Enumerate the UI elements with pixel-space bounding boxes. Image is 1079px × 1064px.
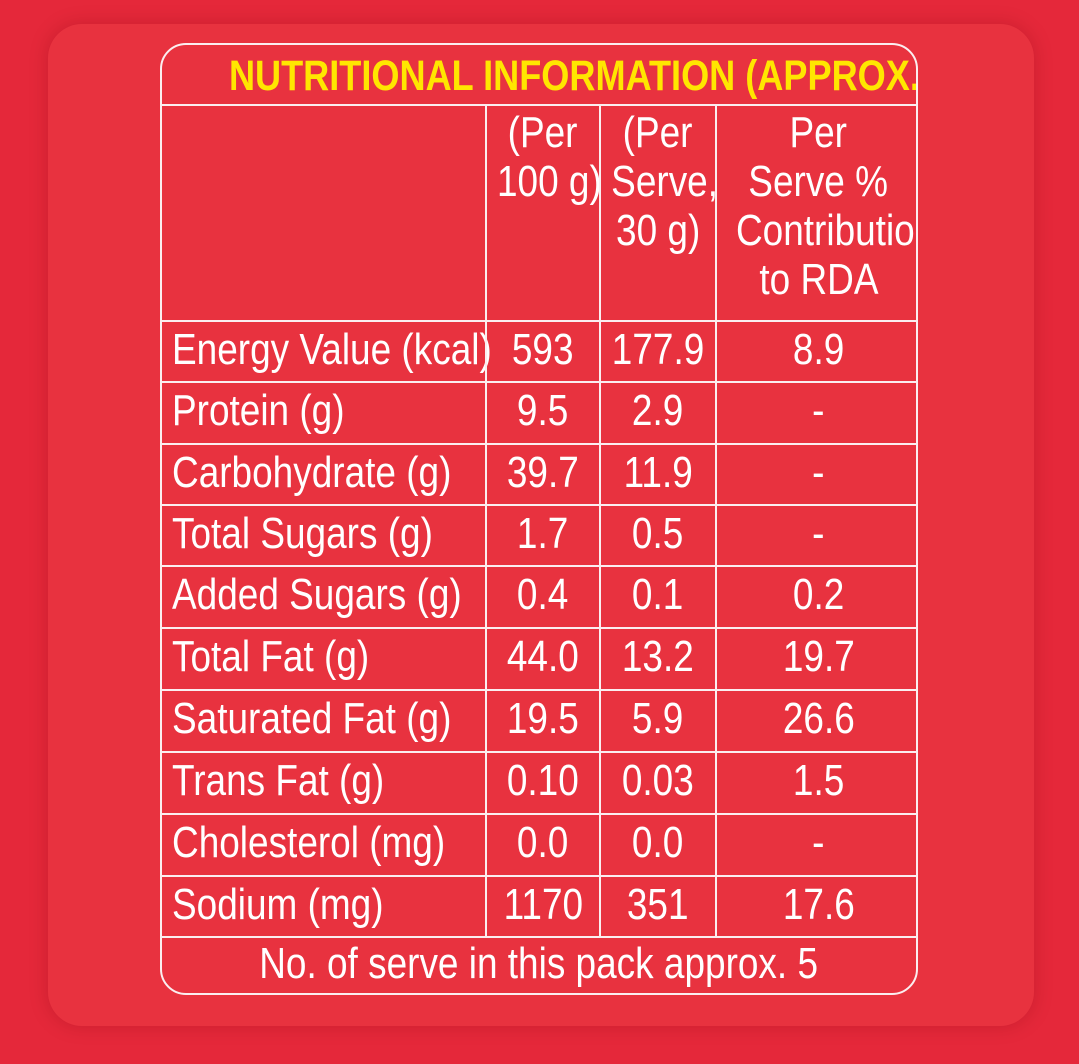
nutrient-name: Energy Value (kcal) bbox=[172, 325, 492, 374]
label-panel bbox=[48, 24, 1034, 1026]
value-rda-percent: - bbox=[715, 813, 916, 875]
header-per-serve: (Per Serve, 30 g) bbox=[599, 104, 718, 320]
value-per-100g: 19.5 bbox=[485, 689, 599, 751]
nutrient-name: Saturated Fat (g) bbox=[172, 694, 452, 743]
nutrient-name: Sodium (mg) bbox=[172, 880, 384, 929]
value-rda-percent: - bbox=[715, 504, 916, 565]
value-per-serve: 0.5 bbox=[599, 504, 715, 565]
value-per-serve: 177.9 bbox=[599, 320, 715, 381]
value-per-serve: 5.9 bbox=[599, 689, 715, 751]
value-per-serve: 2.9 bbox=[599, 381, 715, 443]
table-row: Cholesterol (mg) 0.0 0.0- bbox=[162, 813, 916, 877]
value-per-serve: 11.9 bbox=[599, 443, 715, 504]
value-per-100g: 593 bbox=[485, 320, 599, 381]
nutrient-name: Protein (g) bbox=[172, 386, 345, 435]
value-per-100g: 1170 bbox=[485, 875, 599, 936]
value-per-serve: 0.0 bbox=[599, 813, 715, 875]
servings-note: No. of serve in this pack approx. 5 bbox=[259, 939, 819, 988]
table-row: Protein (g) 9.5 2.9- bbox=[162, 381, 916, 445]
value-rda-percent: 8.9 bbox=[715, 320, 916, 381]
nutrient-name: Total Fat (g) bbox=[172, 632, 370, 681]
nutrient-name: Carbohydrate (g) bbox=[172, 448, 452, 497]
value-per-serve: 0.1 bbox=[599, 565, 715, 627]
nutrient-name: Total Sugars (g) bbox=[172, 509, 433, 558]
nutrition-table: NUTRITIONAL INFORMATION (APPROX.) (Per 10… bbox=[160, 43, 918, 995]
value-rda-percent: 0.2 bbox=[715, 565, 916, 627]
header-per-100g: (Per 100 g) bbox=[485, 104, 602, 320]
value-per-100g: 0.0 bbox=[485, 813, 599, 875]
value-per-serve: 351 bbox=[599, 875, 715, 936]
value-per-100g: 0.10 bbox=[485, 751, 599, 813]
nutrient-name: Trans Fat (g) bbox=[172, 756, 385, 805]
table-row: Sodium (mg) 1170 351 17.6 bbox=[162, 875, 916, 938]
value-per-100g: 0.4 bbox=[485, 565, 599, 627]
value-rda-percent: 19.7 bbox=[715, 627, 916, 689]
table-row: Trans Fat (g) 0.10 0.03 1.5 bbox=[162, 751, 916, 815]
header-rda: Per Serve % Contribution to RDA bbox=[715, 104, 916, 320]
table-row: Total Fat (g) 44.0 13.2 19.7 bbox=[162, 627, 916, 691]
table-row: Carbohydrate (g) 39.7 11.9- bbox=[162, 443, 916, 506]
value-rda-percent: 26.6 bbox=[715, 689, 916, 751]
value-per-100g: 1.7 bbox=[485, 504, 599, 565]
value-rda-percent: - bbox=[715, 381, 916, 443]
table-row: Energy Value (kcal) 593 177.9 8.9 bbox=[162, 320, 916, 383]
value-rda-percent: - bbox=[715, 443, 916, 504]
nutrient-name: Cholesterol (mg) bbox=[172, 818, 446, 867]
value-rda-percent: 1.5 bbox=[715, 751, 916, 813]
value-rda-percent: 17.6 bbox=[715, 875, 916, 936]
nutrient-name: Added Sugars (g) bbox=[172, 570, 462, 619]
value-per-serve: 13.2 bbox=[599, 627, 715, 689]
value-per-100g: 9.5 bbox=[485, 381, 599, 443]
title-text: NUTRITIONAL INFORMATION (APPROX.) bbox=[228, 52, 918, 100]
header-row: (Per 100 g) (Per Serve, 30 g) Per Serve % Con… bbox=[162, 104, 916, 322]
table-title: NUTRITIONAL INFORMATION (APPROX.) bbox=[162, 45, 916, 106]
table-row: Total Sugars (g) 1.7 0.5- bbox=[162, 504, 916, 567]
value-per-serve: 0.03 bbox=[599, 751, 715, 813]
value-per-100g: 39.7 bbox=[485, 443, 599, 504]
value-per-100g: 44.0 bbox=[485, 627, 599, 689]
table-row: Saturated Fat (g) 19.5 5.9 26.6 bbox=[162, 689, 916, 753]
table-row: Added Sugars (g) 0.4 0.1 0.2 bbox=[162, 565, 916, 629]
header-blank bbox=[162, 104, 486, 320]
